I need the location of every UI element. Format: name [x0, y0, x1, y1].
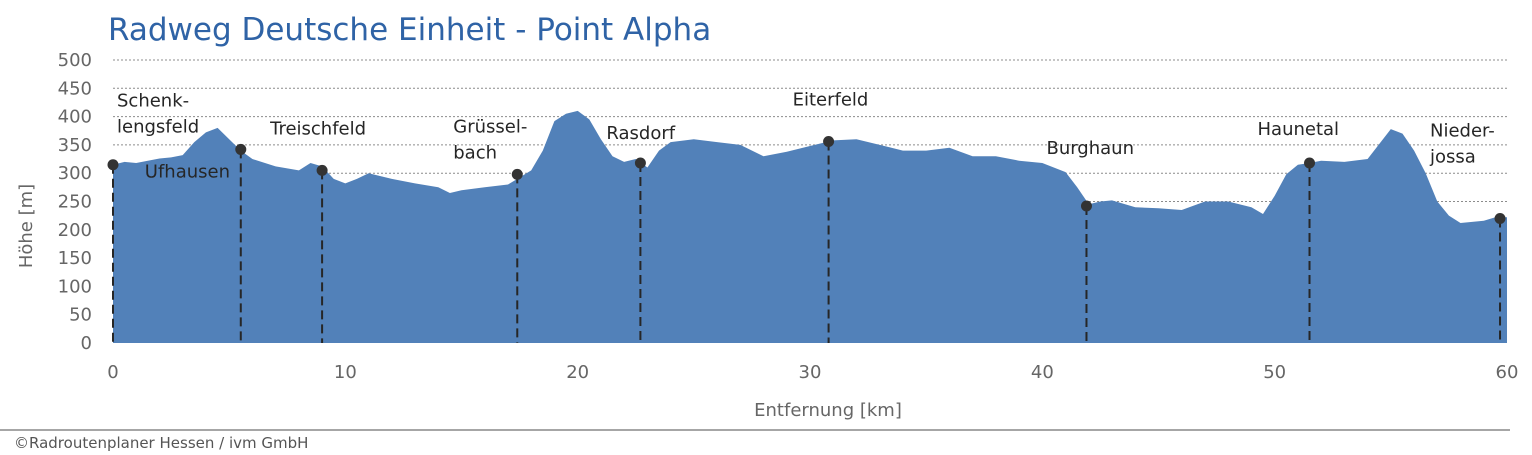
x-tick-label: 50 — [1263, 362, 1286, 383]
place-marker-dot — [1494, 212, 1506, 224]
place-label: Burghaun — [1046, 138, 1134, 159]
x-tick-label: 40 — [1031, 362, 1054, 383]
chart-title: Radweg Deutsche Einheit - Point Alpha — [108, 12, 711, 48]
place-marker-dot — [107, 159, 119, 171]
place-label: Nieder-jossa — [1429, 120, 1495, 167]
y-tick-label: 0 — [81, 333, 92, 354]
place-label: Schenk-lengsfeld — [117, 91, 199, 138]
y-tick-label: 500 — [58, 50, 92, 71]
copyright-text: ©Radroutenplaner Hessen / ivm GmbH — [14, 434, 308, 452]
place-label: Rasdorf — [606, 123, 675, 144]
place-marker-dot — [1304, 157, 1316, 169]
place-marker-dot — [511, 168, 523, 180]
place-markers: Schenk-lengsfeld Ufhausen Treischfeld Grüss… — [107, 90, 1506, 343]
x-axis-ticks: 0 10 20 30 40 50 60 — [107, 362, 1518, 383]
y-tick-label: 50 — [69, 305, 92, 326]
place-label: Haunetal — [1258, 119, 1340, 140]
place-marker-dot — [1080, 200, 1092, 212]
y-tick-label: 450 — [58, 78, 92, 99]
place-label: Grüssel-bach — [453, 116, 527, 163]
y-tick-label: 150 — [58, 248, 92, 269]
place-label: Treischfeld — [269, 118, 366, 139]
y-axis-label: Höhe [m] — [16, 184, 37, 268]
place-marker-dot — [235, 143, 247, 155]
y-axis-ticks: 0 50 100 150 200 250 300 350 400 450 500 — [58, 50, 92, 354]
place-marker-dot — [634, 157, 646, 169]
place-marker-dot — [823, 136, 835, 148]
y-tick-label: 100 — [58, 276, 92, 297]
y-tick-label: 400 — [58, 107, 92, 128]
x-tick-label: 20 — [566, 362, 589, 383]
elevation-area — [113, 110, 1507, 344]
x-tick-label: 0 — [107, 362, 118, 383]
y-tick-label: 200 — [58, 220, 92, 241]
y-tick-label: 300 — [58, 163, 92, 184]
y-tick-label: 350 — [58, 135, 92, 156]
x-tick-label: 60 — [1496, 362, 1519, 383]
x-tick-label: 10 — [334, 362, 357, 383]
place-label: Ufhausen — [145, 161, 230, 182]
place-label: Eiterfeld — [793, 90, 869, 111]
y-tick-label: 250 — [58, 192, 92, 213]
x-tick-label: 30 — [799, 362, 822, 383]
x-axis-label: Entfernung [km] — [754, 400, 902, 421]
place-marker-dot — [316, 164, 328, 176]
